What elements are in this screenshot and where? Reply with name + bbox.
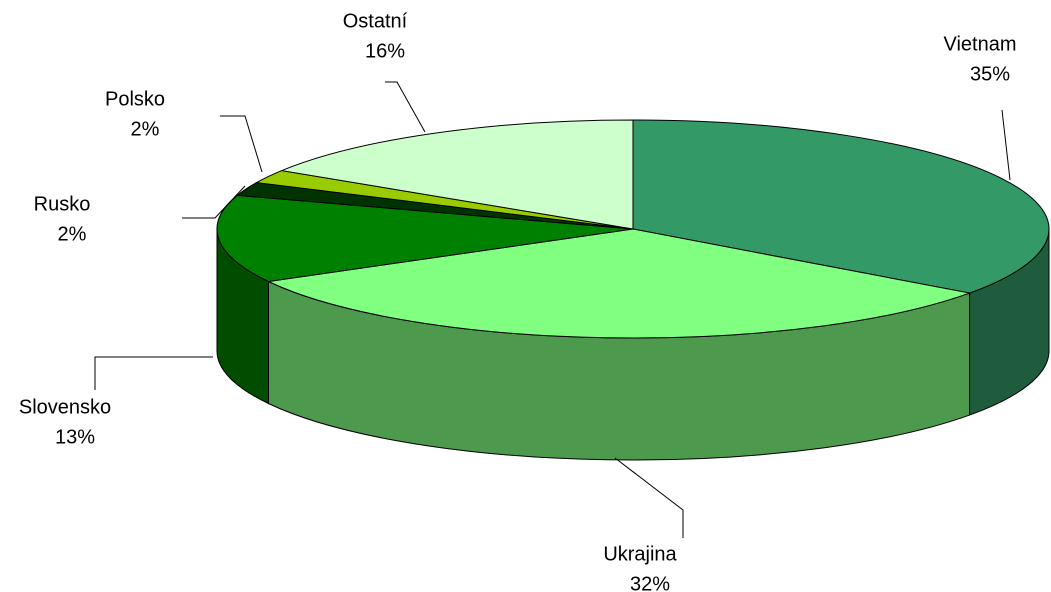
slice-value-label: 32% <box>630 573 670 592</box>
slice-value-label: 2% <box>131 118 160 140</box>
leader-line <box>182 185 246 219</box>
pie-slice <box>632 119 1050 294</box>
slice-label: Ukrajina <box>603 543 677 565</box>
slice-label: Ostatní <box>343 10 408 32</box>
slice-label: Slovensko <box>19 396 111 418</box>
leader-line <box>1001 109 1011 181</box>
slice-value-label: 35% <box>970 63 1010 85</box>
leader-line <box>385 81 426 133</box>
slice-value-label: 16% <box>365 40 405 62</box>
slice-value-label: 13% <box>55 426 95 448</box>
slice-value-label: 2% <box>58 223 87 245</box>
pie-slice <box>266 228 972 339</box>
slice-label: Rusko <box>34 193 91 215</box>
pie-slice <box>279 119 634 230</box>
slice-label: Polsko <box>105 88 165 110</box>
leader-line <box>94 356 213 390</box>
leader-line <box>614 457 684 538</box>
slice-label: Vietnam <box>943 33 1016 55</box>
leader-line <box>220 115 263 173</box>
